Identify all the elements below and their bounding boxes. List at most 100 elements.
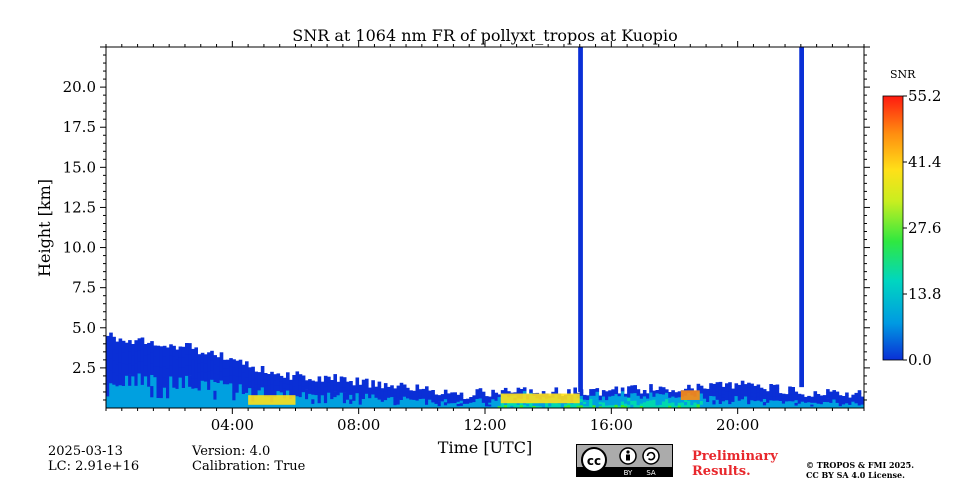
bl-cell [377,399,382,404]
bl-cell [775,388,780,393]
bl-cell [232,375,236,384]
bl-cell [627,386,631,391]
bl-cell [339,392,344,398]
bl-cell [655,393,660,397]
bl-cell [462,405,467,407]
bl-cell [342,397,347,404]
bl-cell [125,375,129,387]
bl-cell [428,396,432,400]
bl-cell [589,392,593,396]
bl-cell [121,385,126,398]
bl-cell [292,402,296,408]
bl-cell [365,403,369,408]
bl-cell [570,405,574,408]
bl-cell [361,403,366,408]
bl-cell [238,399,243,408]
bl-cell [475,404,480,408]
bl-cell [175,359,180,370]
bl-cell [497,394,502,398]
bl-cell [611,401,615,406]
bl-cell [627,400,631,405]
bl-cell [781,393,786,397]
bl-cell [399,399,404,405]
license-by-label: BY [624,469,633,476]
bl-cell [301,391,306,398]
bl-cell [718,403,723,408]
bl-cell [671,396,675,400]
bl-cell [245,384,249,393]
bl-cell [655,402,660,406]
bl-cell [608,393,612,397]
bl-cell [488,396,492,399]
bl-cell [699,389,704,394]
bl-cell [671,390,675,394]
bl-cell [592,398,596,403]
bl-cell [747,395,751,400]
bl-cell [709,383,713,388]
bl-cell [725,395,729,401]
bl-cell [241,364,246,373]
bl-cell [649,392,653,397]
bl-cell [128,351,132,364]
bl-cell [778,398,783,401]
bl-cell [658,400,663,405]
bl-cell [794,399,799,403]
bl-cell [263,378,268,386]
bl-cell [740,398,745,404]
bl-cell [500,402,505,406]
bl-cell [106,347,110,361]
bl-cell [358,384,363,390]
bl-cell [425,397,429,402]
copyright-line-2: CC BY SA 4.0 License. [806,470,905,480]
bl-cell [595,398,600,402]
bl-cell [415,400,420,405]
bl-cell [668,402,672,406]
bl-cell [125,386,129,398]
bl-cell [153,356,157,367]
bl-cell [582,394,587,398]
bl-cell [725,383,729,388]
bl-cell [222,375,227,385]
bl-cell [832,393,836,397]
bl-cell [200,352,205,363]
bl-cell [387,390,391,395]
bl-cell [541,402,546,406]
bl-cell [286,390,290,397]
bl-cell [301,397,306,403]
bl-cell [753,400,758,405]
bl-cell [466,404,470,407]
bl-cell [333,374,337,381]
bl-cell [235,360,240,369]
bl-cell [624,396,628,399]
bl-cell [257,378,262,385]
bl-cell [456,403,461,407]
bl-cell [128,374,132,386]
bl-cell [453,400,457,404]
y-tick-label: 20.0 [63,78,96,96]
bl-cell [147,364,151,376]
bl-cell [516,391,521,395]
bl-cell [560,406,565,408]
bl-cell [263,384,268,391]
bl-cell [447,400,451,404]
bl-cell [639,393,644,397]
bl-cell [589,395,593,399]
bl-cell [671,402,675,406]
bl-cell [387,386,391,391]
bl-cell [658,393,663,398]
bl-cell [317,386,322,393]
bl-cell [491,389,495,394]
bl-cell [434,396,439,400]
bl-cell [781,405,786,408]
bl-cell [674,397,679,401]
bl-cell [292,375,296,381]
bl-cell [516,387,521,392]
bl-cell [627,393,631,398]
bl-cell [235,392,240,401]
bl-cell [216,365,221,375]
bl-cell [143,397,148,408]
bl-cell [166,347,170,358]
bl-cell [229,366,233,376]
bl-cell [125,397,129,408]
bl-cell [251,373,255,381]
